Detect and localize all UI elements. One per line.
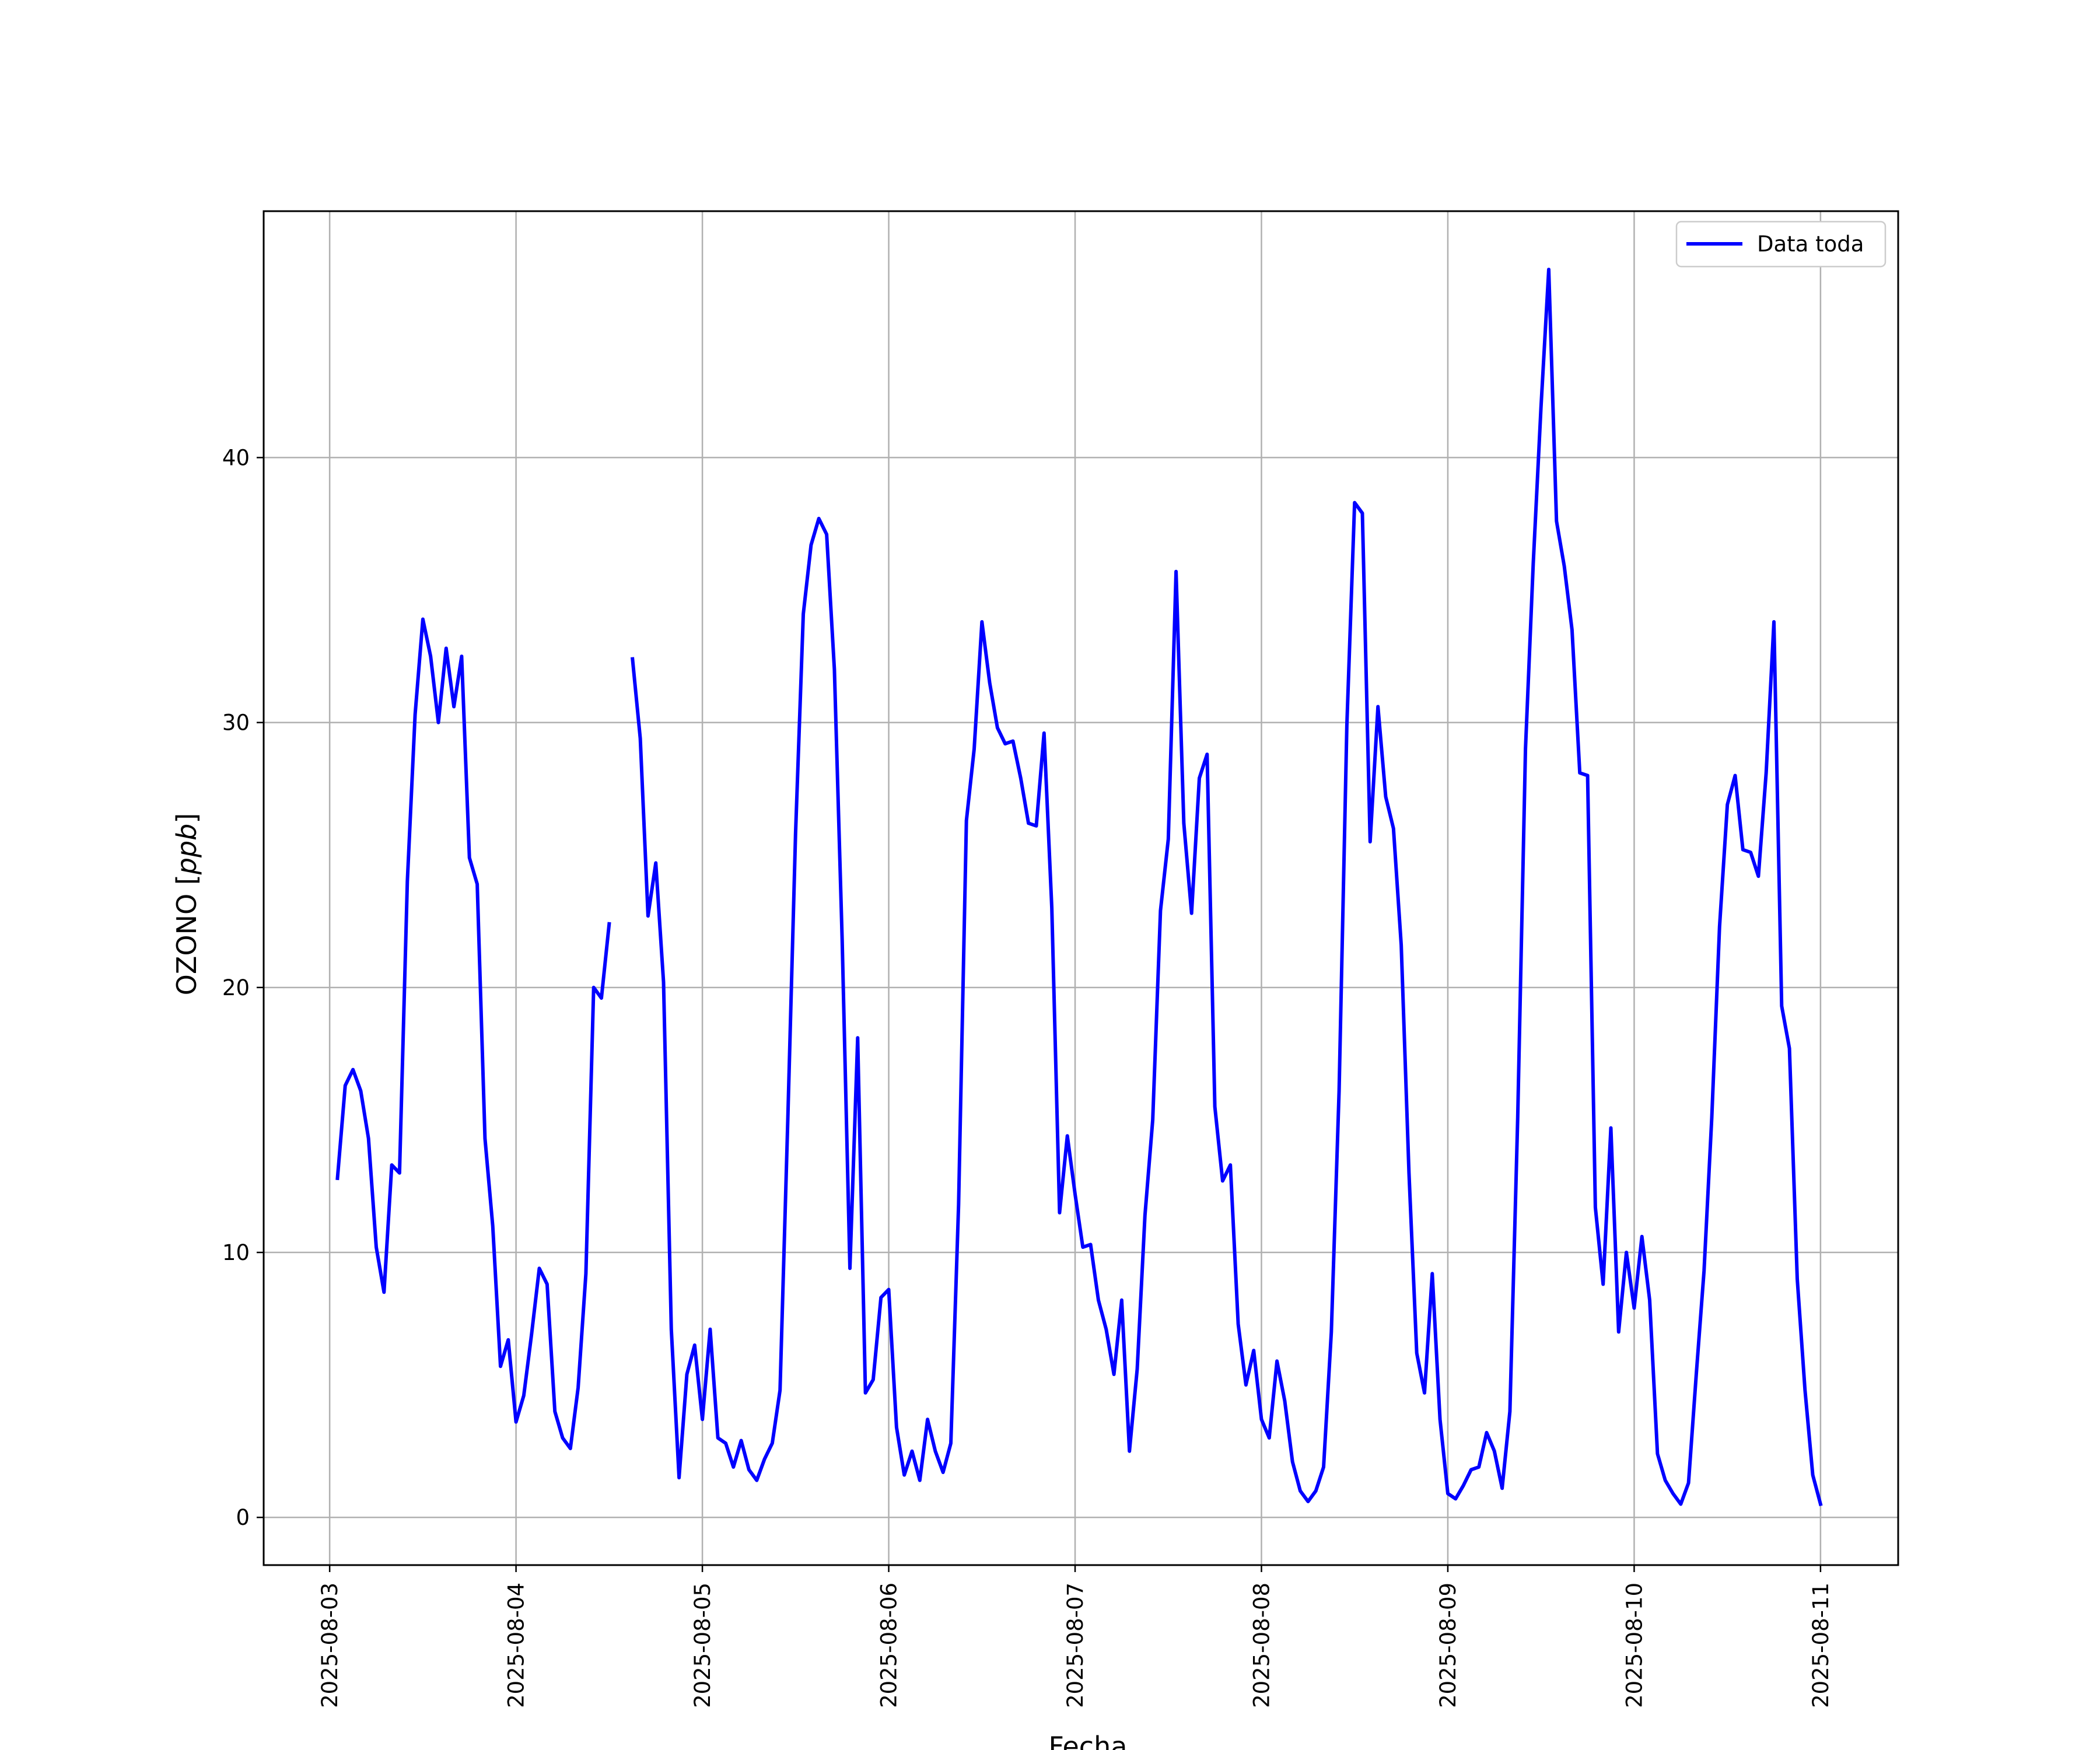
y-axis-title: OZONO [ppb] bbox=[171, 813, 202, 996]
x-tick-label: 2025-08-03 bbox=[317, 1583, 342, 1708]
x-tick-label: 2025-08-05 bbox=[690, 1583, 715, 1708]
x-tick-label: 2025-08-10 bbox=[1622, 1583, 1647, 1708]
y-tick-label: 40 bbox=[222, 445, 250, 470]
x-tick-label: 2025-08-04 bbox=[504, 1583, 529, 1708]
series-lines bbox=[335, 267, 1823, 1507]
y-axis-title-quantity: OZONO bbox=[171, 894, 202, 996]
x-tick-label: 2025-08-08 bbox=[1249, 1583, 1274, 1708]
series-line-data-toda bbox=[335, 267, 1823, 1507]
y-axis-title-open-bracket: [ bbox=[171, 874, 202, 894]
plot-frame bbox=[262, 210, 1899, 1566]
legend-label-data-toda: Data toda bbox=[1757, 232, 1864, 257]
x-axis-title: Fecha bbox=[1049, 1731, 1128, 1750]
x-tick-label: 2025-08-11 bbox=[1808, 1583, 1833, 1708]
x-tick-label: 2025-08-09 bbox=[1436, 1583, 1461, 1708]
y-axis-title-close-bracket: ] bbox=[171, 813, 202, 824]
y-tick-label: 0 bbox=[236, 1505, 250, 1530]
legend-box bbox=[1675, 220, 1887, 268]
y-tick-label: 30 bbox=[222, 710, 250, 736]
x-tick-label: 2025-08-07 bbox=[1063, 1583, 1088, 1708]
y-axis-title-unit: ppb bbox=[171, 824, 202, 876]
legend: Data toda bbox=[1675, 220, 1887, 268]
grid-lines bbox=[264, 211, 1898, 1565]
y-tick-label: 20 bbox=[222, 975, 250, 1000]
x-tick-label: 2025-08-06 bbox=[877, 1583, 902, 1708]
axis-ticks: 0 10 20 30 40 2025-08-03 2025-08-04 2025-08-05 2… bbox=[222, 445, 1833, 1708]
y-tick-label: 10 bbox=[222, 1240, 250, 1265]
